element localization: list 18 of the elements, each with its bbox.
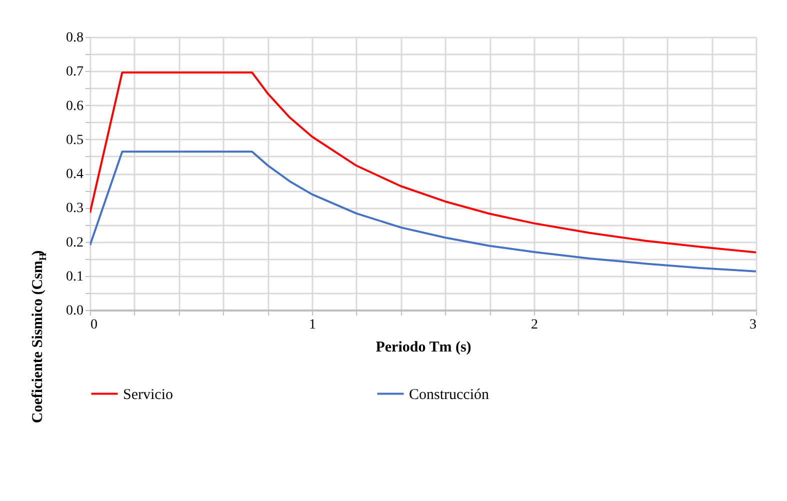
y-tick-label: 0.0 bbox=[66, 304, 84, 318]
legend-label: Servicio bbox=[123, 386, 173, 403]
y-tick-label: 0.2 bbox=[66, 235, 84, 250]
legend-label: Construcción bbox=[409, 386, 490, 403]
x-tick-label: 2 bbox=[531, 318, 538, 332]
y-tick-label: 0.4 bbox=[66, 167, 84, 182]
x-tick-label: 0 bbox=[90, 318, 98, 332]
y-tick-label: 0.8 bbox=[66, 30, 84, 46]
x-axis-title: Periodo Tm (s) bbox=[376, 340, 472, 356]
line-series bbox=[90, 71, 756, 254]
y-tick-label: 0.6 bbox=[66, 98, 84, 114]
y-tick-label: 0.1 bbox=[66, 269, 84, 284]
y-tick-label: 0.3 bbox=[66, 201, 84, 216]
line-series bbox=[90, 150, 756, 272]
y-tick-label: 0.5 bbox=[66, 132, 84, 148]
x-tick-label: 3 bbox=[750, 318, 756, 332]
x-tick-label: 1 bbox=[309, 318, 316, 332]
y-tick-label: 0.7 bbox=[66, 64, 84, 80]
